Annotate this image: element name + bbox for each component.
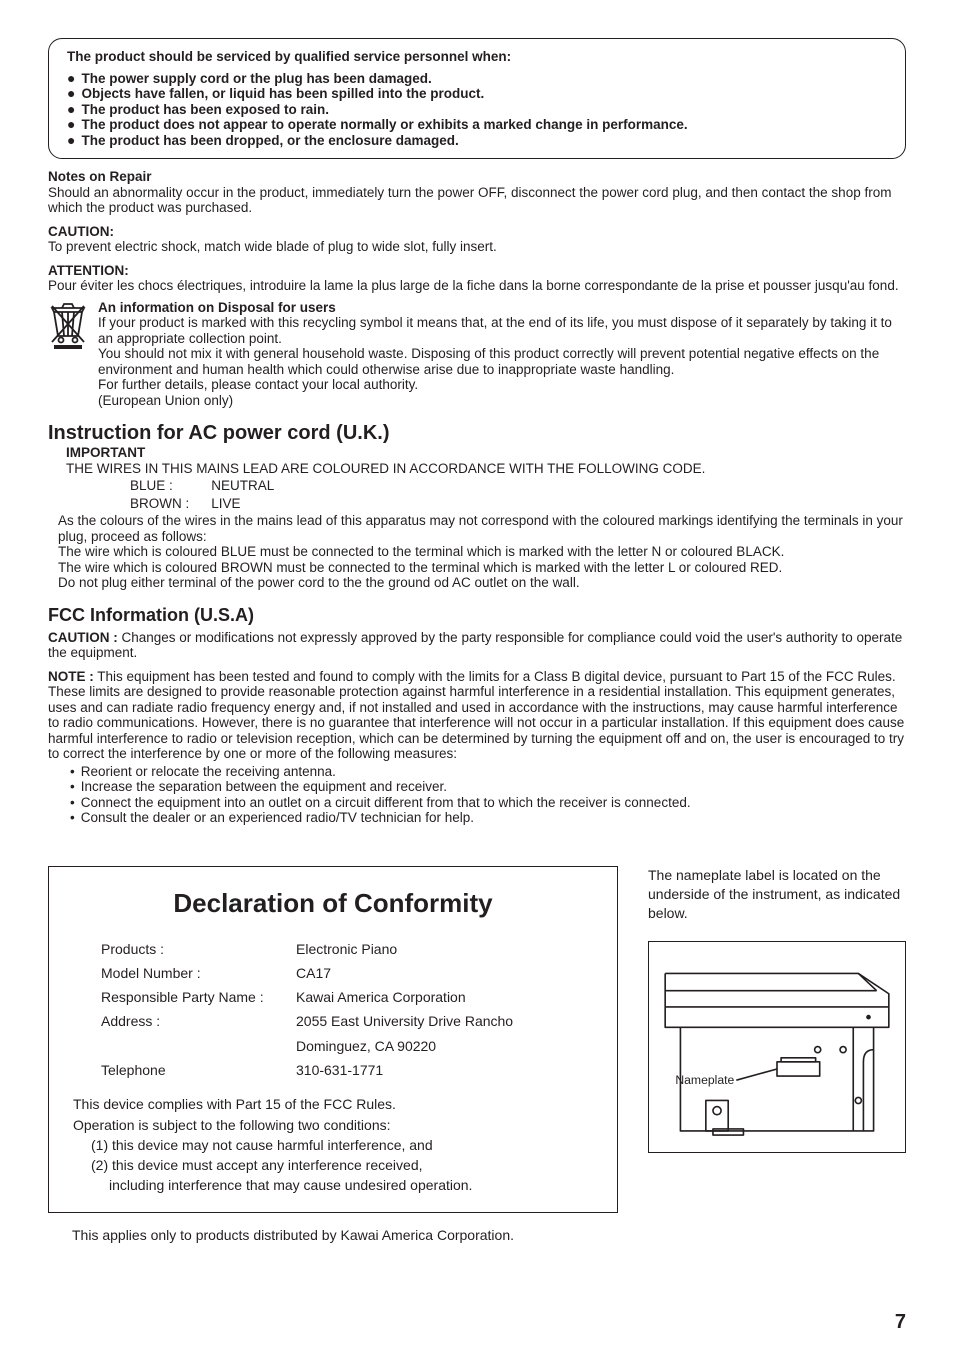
lower-row: Declaration of Conformity Products :Elec… <box>48 866 906 1213</box>
bullet-icon: • <box>70 779 75 795</box>
disposal-text: An information on Disposal for users If … <box>98 300 906 409</box>
service-item: The product does not appear to operate n… <box>81 117 687 133</box>
fcc-bullets: • Reorient or relocate the receiving ante… <box>70 764 906 826</box>
applies-text: This applies only to products distribute… <box>72 1227 906 1243</box>
doc-title: Declaration of Conformity <box>73 885 593 923</box>
doc-p: (2) this device must accept any interfer… <box>91 1155 593 1175</box>
service-box: The product should be serviced by qualif… <box>48 38 906 159</box>
bullet-icon: ● <box>67 117 75 132</box>
disposal-heading: An information on Disposal for users <box>98 300 906 316</box>
fcc-caution-label: CAUTION : <box>48 630 118 645</box>
doc-p: (1) this device may not cause harmful in… <box>91 1135 593 1155</box>
doc-value: Electronic Piano <box>296 939 593 959</box>
fcc-note-body: This equipment has been tested and found… <box>48 669 904 762</box>
weee-icon <box>48 300 88 354</box>
bullet-icon: • <box>70 764 75 780</box>
disposal-section: An information on Disposal for users If … <box>48 300 906 409</box>
service-heading: The product should be serviced by qualif… <box>67 49 887 65</box>
nameplate-label: Nameplate <box>675 1073 734 1087</box>
fcc-bullet: Reorient or relocate the receiving anten… <box>81 764 336 780</box>
repair-body: Should an abnormality occur in the produ… <box>48 185 906 216</box>
service-item: The power supply cord or the plug has be… <box>81 71 431 87</box>
attention-body: Pour éviter les chocs électriques, intro… <box>48 278 906 294</box>
fcc-note-label: NOTE : <box>48 669 94 684</box>
caution-heading: CAUTION: <box>48 224 906 240</box>
disposal-line: For further details, please contact your… <box>98 377 906 393</box>
uk-body: As the colours of the wires in the mains… <box>58 513 906 591</box>
fcc-bullet: Consult the dealer or an experienced rad… <box>81 810 474 826</box>
doc-value: Kawai America Corporation <box>296 987 593 1007</box>
uk-p: As the colours of the wires in the mains… <box>58 513 906 544</box>
doc-p: This device complies with Part 15 of the… <box>73 1094 593 1114</box>
fcc-heading: FCC Information (U.S.A) <box>48 605 906 626</box>
caution-section: CAUTION: To prevent electric shock, matc… <box>48 224 906 255</box>
uk-intro: THE WIRES IN THIS MAINS LEAD ARE COLOURE… <box>66 461 906 477</box>
doc-value: 2055 East University Drive Rancho <box>296 1011 593 1031</box>
bullet-icon: ● <box>67 102 75 117</box>
piano-diagram: Nameplate <box>648 941 906 1153</box>
bullet-icon: ● <box>67 86 75 101</box>
fcc-note: NOTE : This equipment has been tested an… <box>48 669 906 762</box>
uk-p: The wire which is coloured BROWN must be… <box>58 560 906 576</box>
service-item: The product has been dropped, or the enc… <box>81 133 458 149</box>
declaration-box: Declaration of Conformity Products :Elec… <box>48 866 618 1213</box>
service-list: ● The power supply cord or the plug has b… <box>67 71 887 149</box>
service-item: Objects have fallen, or liquid has been … <box>81 86 484 102</box>
doc-p: including interference that may cause un… <box>109 1175 593 1195</box>
bullet-icon: • <box>70 795 75 811</box>
uk-important: IMPORTANT <box>66 445 906 461</box>
bullet-icon: ● <box>67 71 75 86</box>
fcc-caution: CAUTION : Changes or modifications not e… <box>48 630 906 661</box>
wire-table: BLUE :NEUTRAL BROWN :LIVE <box>128 476 296 513</box>
uk-p: The wire which is coloured BLUE must be … <box>58 544 906 560</box>
page-number: 7 <box>895 1311 906 1334</box>
doc-grid: Products :Electronic Piano Model Number … <box>101 939 593 1081</box>
doc-label: Address : <box>101 1011 296 1031</box>
disposal-line: (European Union only) <box>98 393 906 409</box>
notes-repair: Notes on Repair Should an abnormality oc… <box>48 169 906 216</box>
nameplate-text: The nameplate label is located on the un… <box>648 866 906 923</box>
disposal-line: You should not mix it with general house… <box>98 346 906 377</box>
doc-label: Products : <box>101 939 296 959</box>
bullet-icon: • <box>70 810 75 826</box>
attention-heading: ATTENTION: <box>48 263 906 279</box>
caution-body: To prevent electric shock, match wide bl… <box>48 239 906 255</box>
uk-p: Do not plug either terminal of the power… <box>58 575 906 591</box>
nameplate-column: The nameplate label is located on the un… <box>648 866 906 1153</box>
repair-heading: Notes on Repair <box>48 169 906 185</box>
fcc-bullet: Increase the separation between the equi… <box>81 779 447 795</box>
uk-heading: Instruction for AC power cord (U.K.) <box>48 422 906 445</box>
doc-value: CA17 <box>296 963 593 983</box>
doc-p: Operation is subject to the following tw… <box>73 1115 593 1135</box>
doc-label <box>101 1036 296 1056</box>
wire-blue-r: NEUTRAL <box>211 478 294 494</box>
doc-label: Responsible Party Name : <box>101 987 296 1007</box>
doc-value: Dominguez, CA 90220 <box>296 1036 593 1056</box>
service-item: The product has been exposed to rain. <box>81 102 329 118</box>
bullet-icon: ● <box>67 133 75 148</box>
fcc-bullet: Connect the equipment into an outlet on … <box>81 795 691 811</box>
attention-section: ATTENTION: Pour éviter les chocs électri… <box>48 263 906 294</box>
doc-value: 310-631-1771 <box>296 1060 593 1080</box>
doc-label: Telephone <box>101 1060 296 1080</box>
wire-blue-l: BLUE : <box>130 478 209 494</box>
fcc-caution-body: Changes or modifications not expressly a… <box>48 630 902 661</box>
disposal-line: If your product is marked with this recy… <box>98 315 906 346</box>
wire-brown-r: LIVE <box>211 496 294 512</box>
wire-brown-l: BROWN : <box>130 496 209 512</box>
doc-label: Model Number : <box>101 963 296 983</box>
